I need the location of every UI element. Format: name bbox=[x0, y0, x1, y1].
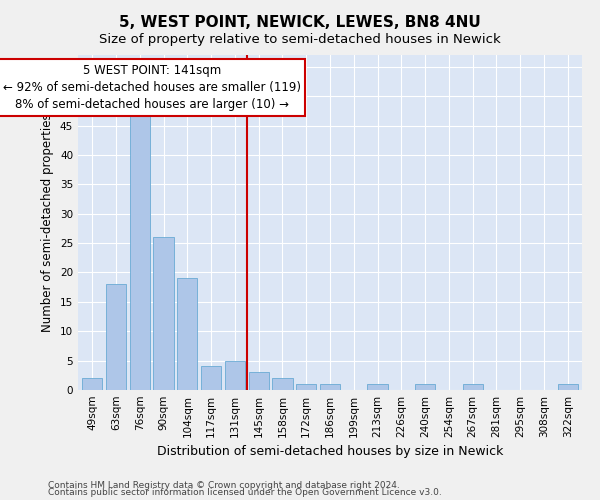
Bar bbox=[557, 384, 578, 390]
Text: Size of property relative to semi-detached houses in Newick: Size of property relative to semi-detach… bbox=[99, 32, 501, 46]
Bar bbox=[415, 384, 435, 390]
Bar bbox=[82, 378, 103, 390]
Text: Contains public sector information licensed under the Open Government Licence v3: Contains public sector information licen… bbox=[48, 488, 442, 497]
X-axis label: Distribution of semi-detached houses by size in Newick: Distribution of semi-detached houses by … bbox=[157, 446, 503, 458]
Bar bbox=[177, 278, 197, 390]
Text: 5, WEST POINT, NEWICK, LEWES, BN8 4NU: 5, WEST POINT, NEWICK, LEWES, BN8 4NU bbox=[119, 15, 481, 30]
Bar bbox=[272, 378, 293, 390]
Bar bbox=[106, 284, 126, 390]
Bar bbox=[154, 237, 173, 390]
Bar bbox=[320, 384, 340, 390]
Bar bbox=[225, 360, 245, 390]
Text: 5 WEST POINT: 141sqm
← 92% of semi-detached houses are smaller (119)
8% of semi-: 5 WEST POINT: 141sqm ← 92% of semi-detac… bbox=[2, 64, 301, 111]
Bar bbox=[130, 96, 150, 390]
Bar bbox=[463, 384, 483, 390]
Bar bbox=[367, 384, 388, 390]
Bar bbox=[296, 384, 316, 390]
Bar bbox=[201, 366, 221, 390]
Y-axis label: Number of semi-detached properties: Number of semi-detached properties bbox=[41, 113, 55, 332]
Text: Contains HM Land Registry data © Crown copyright and database right 2024.: Contains HM Land Registry data © Crown c… bbox=[48, 480, 400, 490]
Bar bbox=[248, 372, 269, 390]
